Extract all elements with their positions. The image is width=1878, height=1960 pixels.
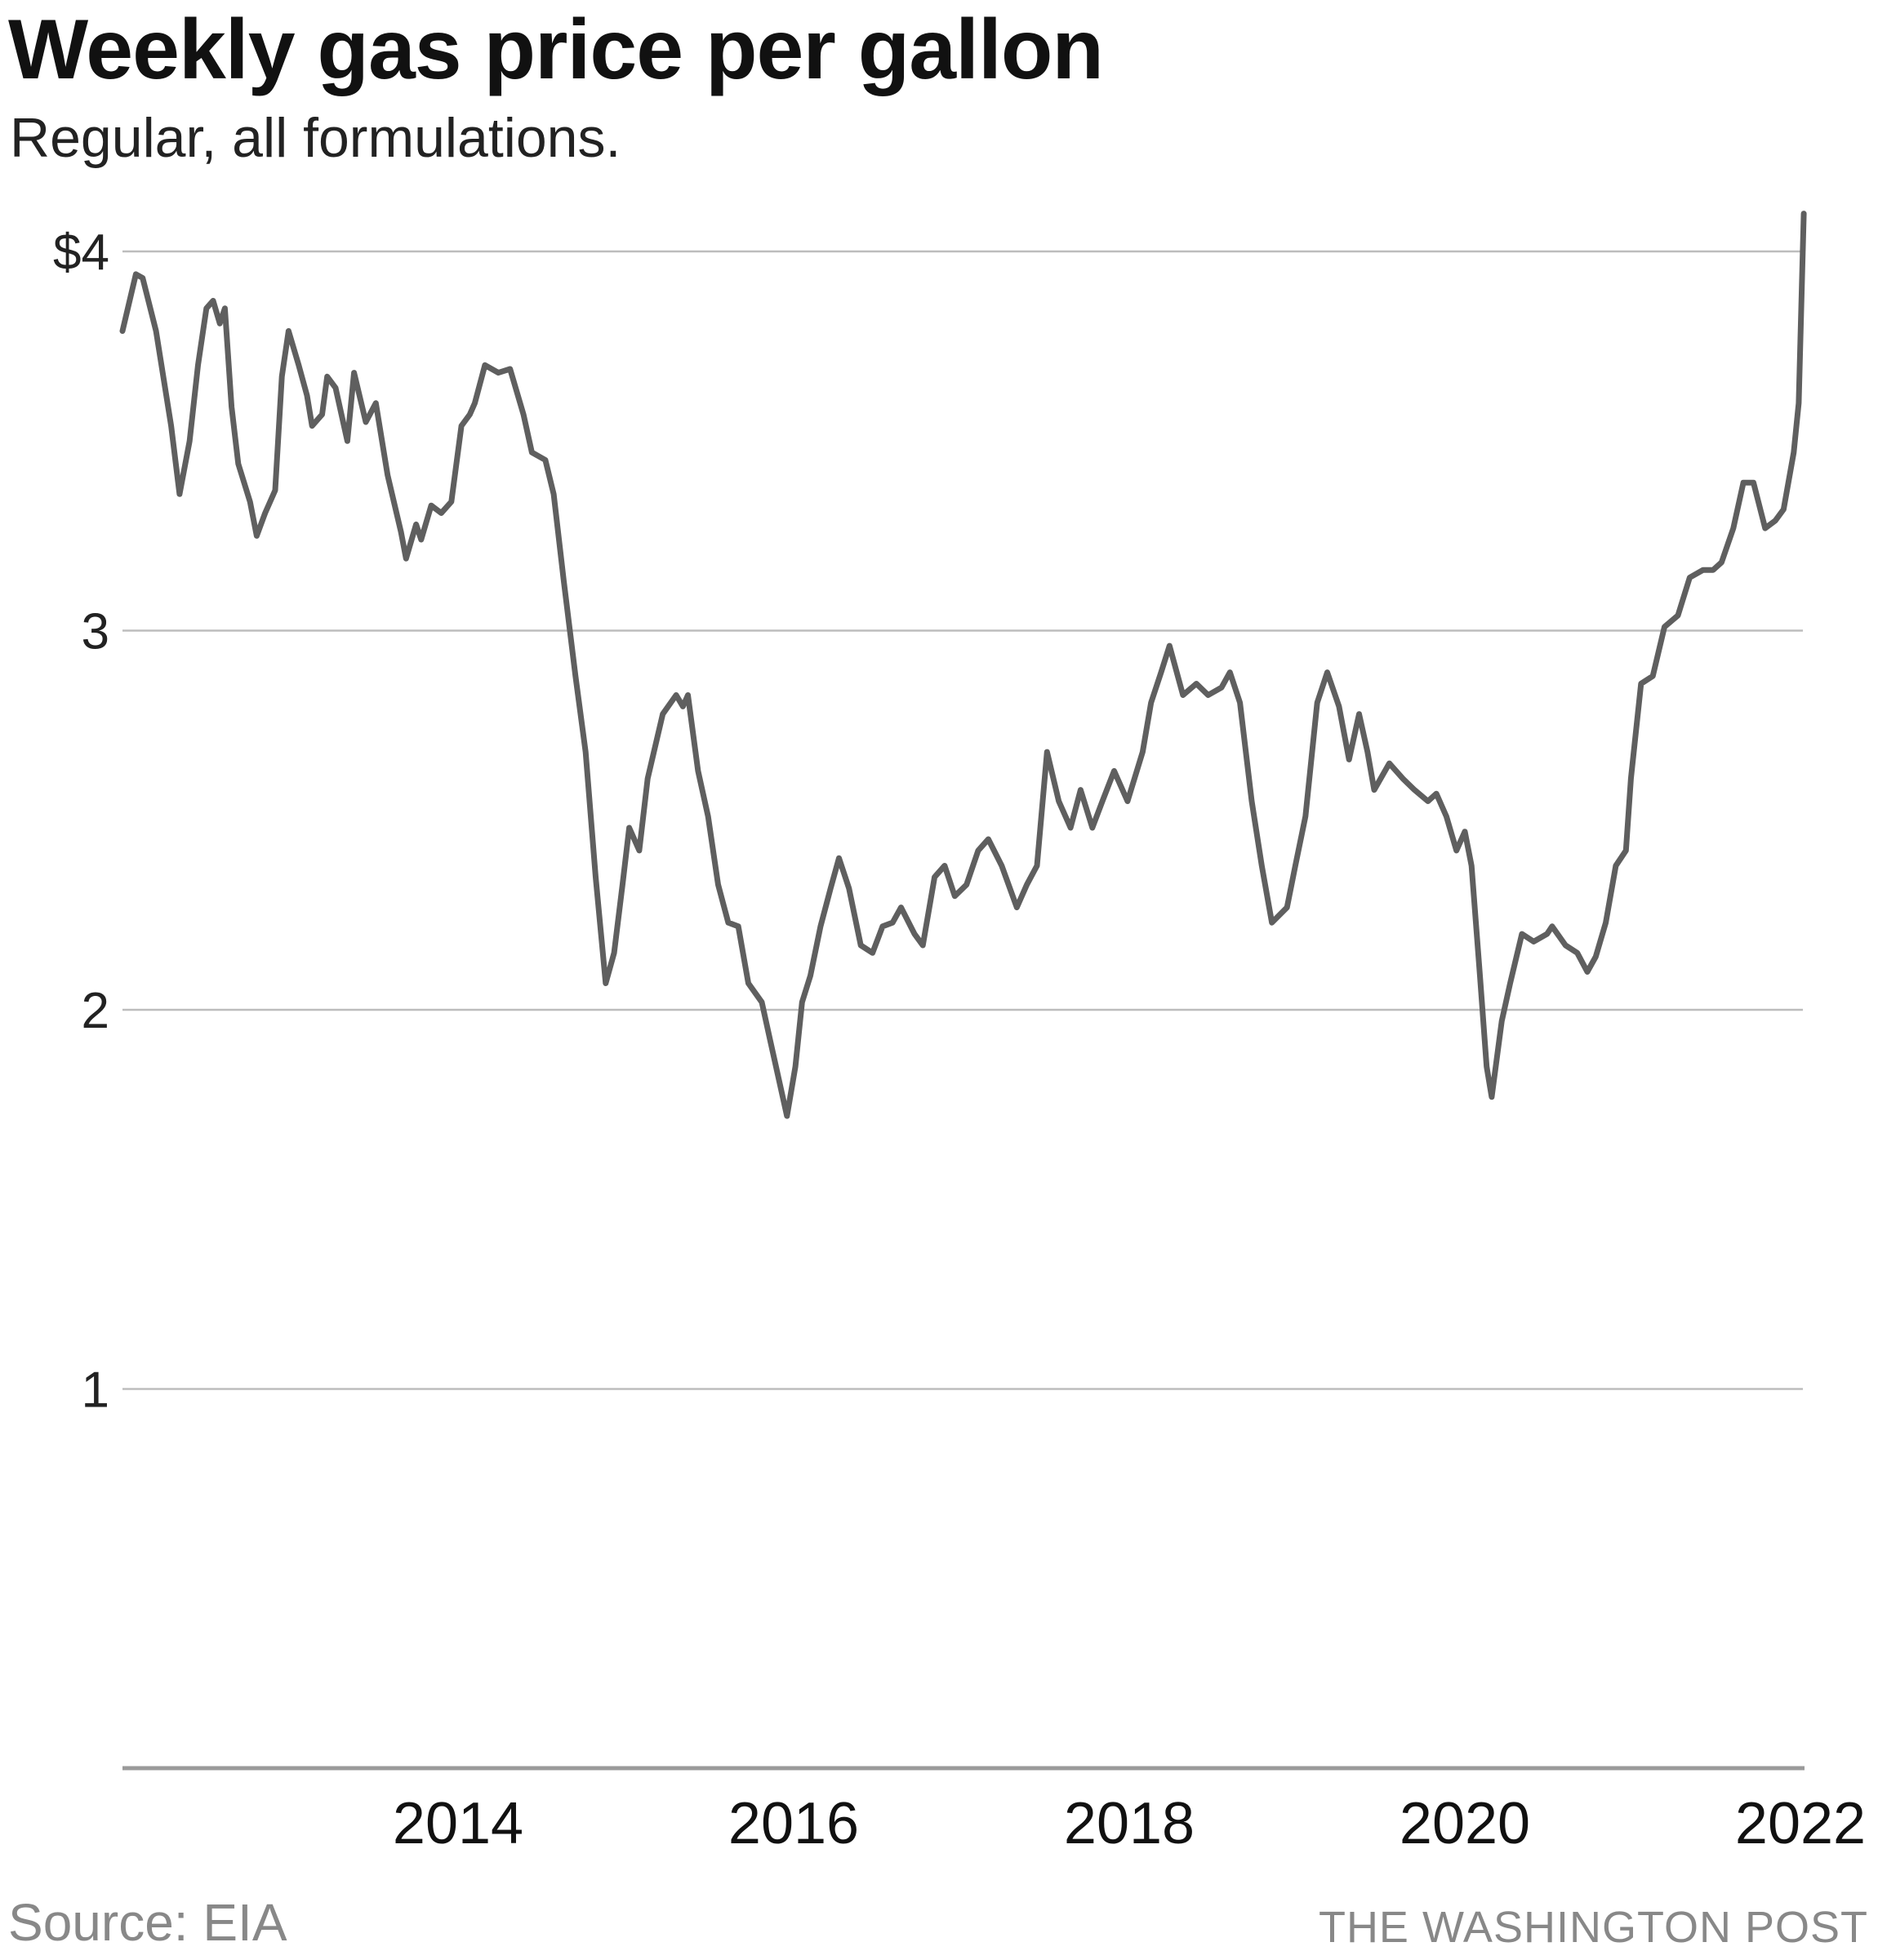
x-tick-label: 2020 [1400,1791,1530,1856]
gridlines [122,250,1803,1390]
y-tick-label: 2 [82,983,109,1039]
y-tick-label: 3 [82,604,109,660]
publisher-credit: THE WASHINGTON POST [1318,1903,1868,1952]
source-note: Source: EIA [8,1893,287,1952]
x-tick-label: 2022 [1735,1791,1866,1856]
series-group [119,211,1807,1119]
chart-title: Weekly gas price per gallon [8,2,1104,97]
y-tick-label: $4 [53,224,109,281]
x-tick-label: 2016 [728,1791,859,1856]
price-series-line [119,211,1807,1119]
y-axis-ticks: $4 3 2 1 [53,224,109,1419]
x-axis-ticks: 2014 2016 2018 2020 2022 [393,1791,1866,1856]
chart-subtitle: Regular, all formulations. [10,107,621,169]
x-tick-label: 2014 [393,1791,523,1856]
y-tick-label: 1 [82,1362,109,1419]
x-tick-label: 2018 [1064,1791,1195,1856]
